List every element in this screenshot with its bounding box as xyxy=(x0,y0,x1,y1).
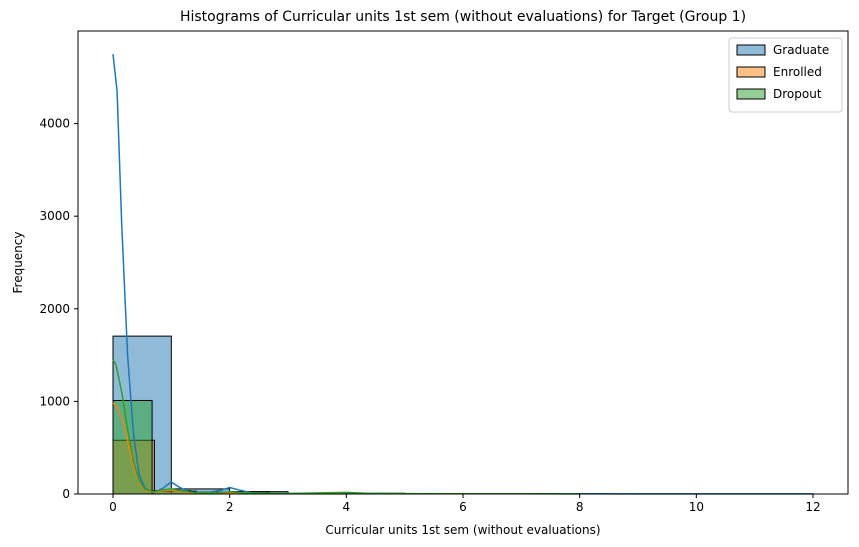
x-tick-label: 6 xyxy=(459,500,467,514)
x-tick-label: 12 xyxy=(805,500,820,514)
y-tick-label: 3000 xyxy=(39,209,70,223)
kde-line-dropout xyxy=(112,359,580,495)
x-axis-label: Curricular units 1st sem (without evalua… xyxy=(325,523,600,537)
x-tick-label: 10 xyxy=(689,500,704,514)
axes: 0 2 4 6 8 10 12 0 1000 2000 3000 4000 xyxy=(39,30,849,514)
legend-label-graduate: Graduate xyxy=(773,43,829,57)
legend-label-dropout: Dropout xyxy=(773,87,822,101)
legend-swatch-enrolled xyxy=(736,66,766,78)
y-tick-label: 1000 xyxy=(39,394,70,408)
chart-title: Histograms of Curricular units 1st sem (… xyxy=(180,9,746,25)
y-tick-label: 2000 xyxy=(39,302,70,316)
plot-area xyxy=(112,54,814,495)
y-tick-label: 4000 xyxy=(39,117,70,131)
legend-swatch-dropout xyxy=(736,88,766,100)
legend: Graduate Enrolled Dropout xyxy=(728,37,843,113)
y-axis-label: Frequency xyxy=(11,232,25,294)
y-tick-label: 0 xyxy=(62,487,70,501)
x-tick-label: 2 xyxy=(226,500,234,514)
bars-graduate xyxy=(112,335,814,495)
x-tick-label: 4 xyxy=(343,500,351,514)
bars-dropout xyxy=(112,399,347,495)
legend-swatch-graduate xyxy=(736,44,766,56)
kde-line-enrolled xyxy=(112,402,347,495)
x-tick-label: 8 xyxy=(576,500,584,514)
kde-line-graduate xyxy=(112,54,813,495)
legend-label-enrolled: Enrolled xyxy=(773,65,822,79)
x-tick-label: 0 xyxy=(109,500,117,514)
